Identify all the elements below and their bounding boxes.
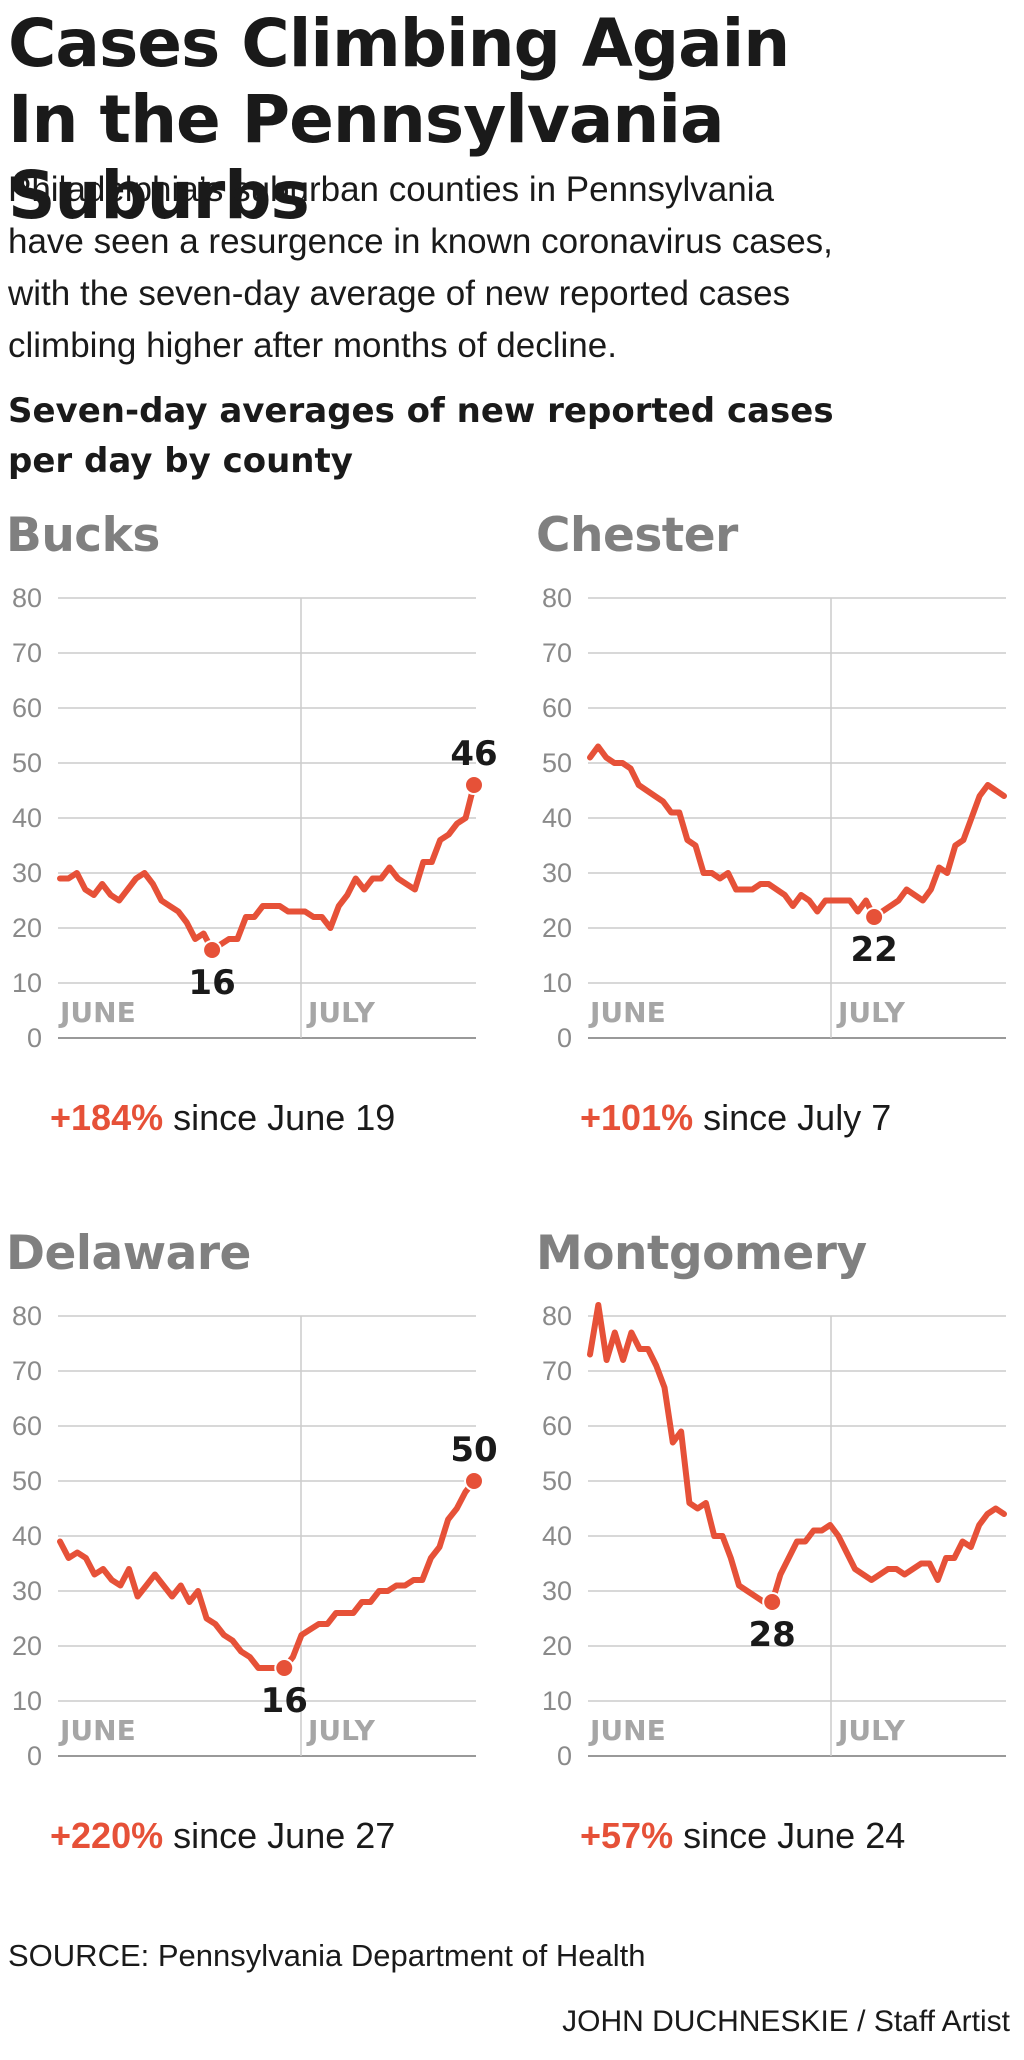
ytick-chester-40: 40 bbox=[542, 803, 572, 833]
ytick-chester-10: 10 bbox=[542, 968, 572, 998]
subtitle-line-1: Philadelphia’s suburban counties in Penn… bbox=[8, 170, 774, 209]
ytick-bucks-30: 30 bbox=[12, 858, 42, 888]
change-text-delaware: since June 27 bbox=[173, 1815, 396, 1856]
xlabel-delaware-july: JULY bbox=[306, 1714, 376, 1747]
ytick-delaware-60: 60 bbox=[12, 1411, 42, 1441]
ytick-montgomery-10: 10 bbox=[542, 1686, 572, 1716]
panel-title-chester: Chester bbox=[536, 508, 738, 563]
ytick-chester-20: 20 bbox=[542, 913, 572, 943]
subtitle-line-3: with the seven-day average of new report… bbox=[8, 274, 791, 313]
title-line-1: Cases Climbing Again bbox=[8, 5, 790, 82]
ytick-chester-70: 70 bbox=[542, 638, 572, 668]
ytick-montgomery-0: 0 bbox=[557, 1741, 572, 1771]
chart-heading-line-2: per day by county bbox=[8, 441, 353, 481]
callout-label-chester-22: 22 bbox=[850, 930, 897, 970]
change-summary-chester: +101% since July 7 bbox=[580, 1096, 891, 1140]
chart-panel-montgomery: Montgomery 0 10 20 30 40 50 60 70 80 JUNE JULY 28 +… bbox=[536, 1226, 1024, 1926]
change-summary-delaware: +220% since June 27 bbox=[50, 1814, 395, 1858]
xlabel-chester-july: JULY bbox=[836, 996, 906, 1029]
callout-dot-delaware-16 bbox=[274, 1658, 295, 1678]
ytick-chester-0: 0 bbox=[557, 1023, 572, 1053]
chart-chester: 0 10 20 30 40 50 60 70 80 JUNE JULY 22 bbox=[542, 583, 1007, 1053]
ytick-montgomery-50: 50 bbox=[542, 1466, 572, 1496]
chart-heading-line-1: Seven-day averages of new reported cases bbox=[8, 391, 834, 431]
series-line-montgomery bbox=[587, 1302, 1007, 1605]
panel-title-montgomery: Montgomery bbox=[536, 1226, 867, 1281]
ytick-montgomery-30: 30 bbox=[542, 1576, 572, 1606]
change-summary-bucks: +184% since June 19 bbox=[50, 1096, 395, 1140]
ytick-montgomery-40: 40 bbox=[542, 1521, 572, 1551]
series-line-chester bbox=[587, 743, 1007, 920]
change-pct-montgomery: +57% bbox=[580, 1815, 674, 1856]
change-pct-delaware: +220% bbox=[50, 1815, 164, 1856]
title-line-2: In the Pennsylvania Suburbs bbox=[8, 81, 725, 234]
ytick-delaware-30: 30 bbox=[12, 1576, 42, 1606]
callout-label-delaware-50: 50 bbox=[450, 1430, 497, 1470]
ytick-bucks-70: 70 bbox=[12, 638, 42, 668]
callout-label-montgomery-28: 28 bbox=[748, 1615, 795, 1655]
ytick-montgomery-20: 20 bbox=[542, 1631, 572, 1661]
page-title: Cases Climbing Again In the Pennsylvania… bbox=[8, 6, 1008, 234]
ytick-delaware-40: 40 bbox=[12, 1521, 42, 1551]
ytick-delaware-20: 20 bbox=[12, 1631, 42, 1661]
subtitle-line-4: climbing higher after months of decline. bbox=[8, 326, 617, 365]
subtitle: Philadelphia’s suburban counties in Penn… bbox=[8, 164, 1008, 372]
ytick-bucks-0: 0 bbox=[27, 1023, 42, 1053]
series-line-bucks bbox=[57, 782, 477, 953]
source-note: SOURCE: Pennsylvania Department of Healt… bbox=[8, 1938, 646, 1973]
change-pct-bucks: +184% bbox=[50, 1097, 164, 1138]
ytick-delaware-10: 10 bbox=[12, 1686, 42, 1716]
change-text-chester: since July 7 bbox=[703, 1097, 892, 1138]
change-summary-montgomery: +57% since June 24 bbox=[580, 1814, 905, 1858]
subtitle-line-2: have seen a resurgence in known coronavi… bbox=[8, 222, 833, 261]
ytick-chester-80: 80 bbox=[542, 583, 572, 613]
xlabel-delaware-june: JUNE bbox=[58, 1714, 136, 1747]
chart-bucks: 0 10 20 30 40 50 60 70 80 JUNE JULY 16 46 bbox=[12, 583, 498, 1053]
ytick-delaware-50: 50 bbox=[12, 1466, 42, 1496]
ytick-delaware-70: 70 bbox=[12, 1356, 42, 1386]
xlabel-montgomery-july: JULY bbox=[836, 1714, 906, 1747]
ytick-bucks-10: 10 bbox=[12, 968, 42, 998]
xlabel-montgomery-june: JUNE bbox=[588, 1714, 666, 1747]
chart-panel-chester: Chester 0 10 20 30 40 50 60 70 80 JUNE JULY 22 +101… bbox=[536, 508, 1024, 1208]
ytick-chester-30: 30 bbox=[542, 858, 572, 888]
ytick-chester-60: 60 bbox=[542, 693, 572, 723]
artist-credit: JOHN DUCHNESKIE / Staff Artist bbox=[562, 2005, 1010, 2038]
chart-montgomery: 0 10 20 30 40 50 60 70 80 JUNE JULY 28 bbox=[542, 1301, 1007, 1771]
xlabel-bucks-june: JUNE bbox=[58, 996, 136, 1029]
ytick-montgomery-70: 70 bbox=[542, 1356, 572, 1386]
ytick-bucks-40: 40 bbox=[12, 803, 42, 833]
ytick-bucks-20: 20 bbox=[12, 913, 42, 943]
callout-dot-bucks-16 bbox=[202, 940, 223, 960]
callout-dot-chester-22 bbox=[864, 907, 885, 927]
ytick-montgomery-80: 80 bbox=[542, 1301, 572, 1331]
change-text-montgomery: since June 24 bbox=[683, 1815, 906, 1856]
xlabel-chester-june: JUNE bbox=[588, 996, 666, 1029]
change-text-bucks: since June 19 bbox=[173, 1097, 396, 1138]
callout-dot-delaware-50 bbox=[464, 1471, 484, 1491]
callout-label-bucks-16: 16 bbox=[188, 963, 235, 1003]
ytick-bucks-60: 60 bbox=[12, 693, 42, 723]
ytick-bucks-80: 80 bbox=[12, 583, 42, 613]
change-pct-chester: +101% bbox=[580, 1097, 694, 1138]
series-line-delaware bbox=[57, 1478, 477, 1671]
chart-heading: Seven-day averages of new reported cases… bbox=[8, 386, 1008, 486]
callout-dot-montgomery-28 bbox=[762, 1592, 783, 1612]
chart-panel-delaware: Delaware 0 10 20 30 40 50 60 70 80 JUNE JULY 16 50 +… bbox=[6, 1226, 506, 1926]
chart-panel-bucks: Bucks 0 10 20 30 40 50 60 70 80 JUNE JULY 16 46 +184… bbox=[6, 508, 506, 1208]
ytick-montgomery-60: 60 bbox=[542, 1411, 572, 1441]
ytick-delaware-0: 0 bbox=[27, 1741, 42, 1771]
panel-title-bucks: Bucks bbox=[6, 508, 160, 563]
ytick-bucks-50: 50 bbox=[12, 748, 42, 778]
callout-label-bucks-46: 46 bbox=[450, 734, 497, 774]
ytick-delaware-80: 80 bbox=[12, 1301, 42, 1331]
xlabel-bucks-july: JULY bbox=[306, 996, 376, 1029]
ytick-chester-50: 50 bbox=[542, 748, 572, 778]
callout-dot-bucks-46 bbox=[464, 775, 484, 795]
callout-label-delaware-16: 16 bbox=[261, 1681, 308, 1721]
panel-title-delaware: Delaware bbox=[6, 1226, 251, 1281]
